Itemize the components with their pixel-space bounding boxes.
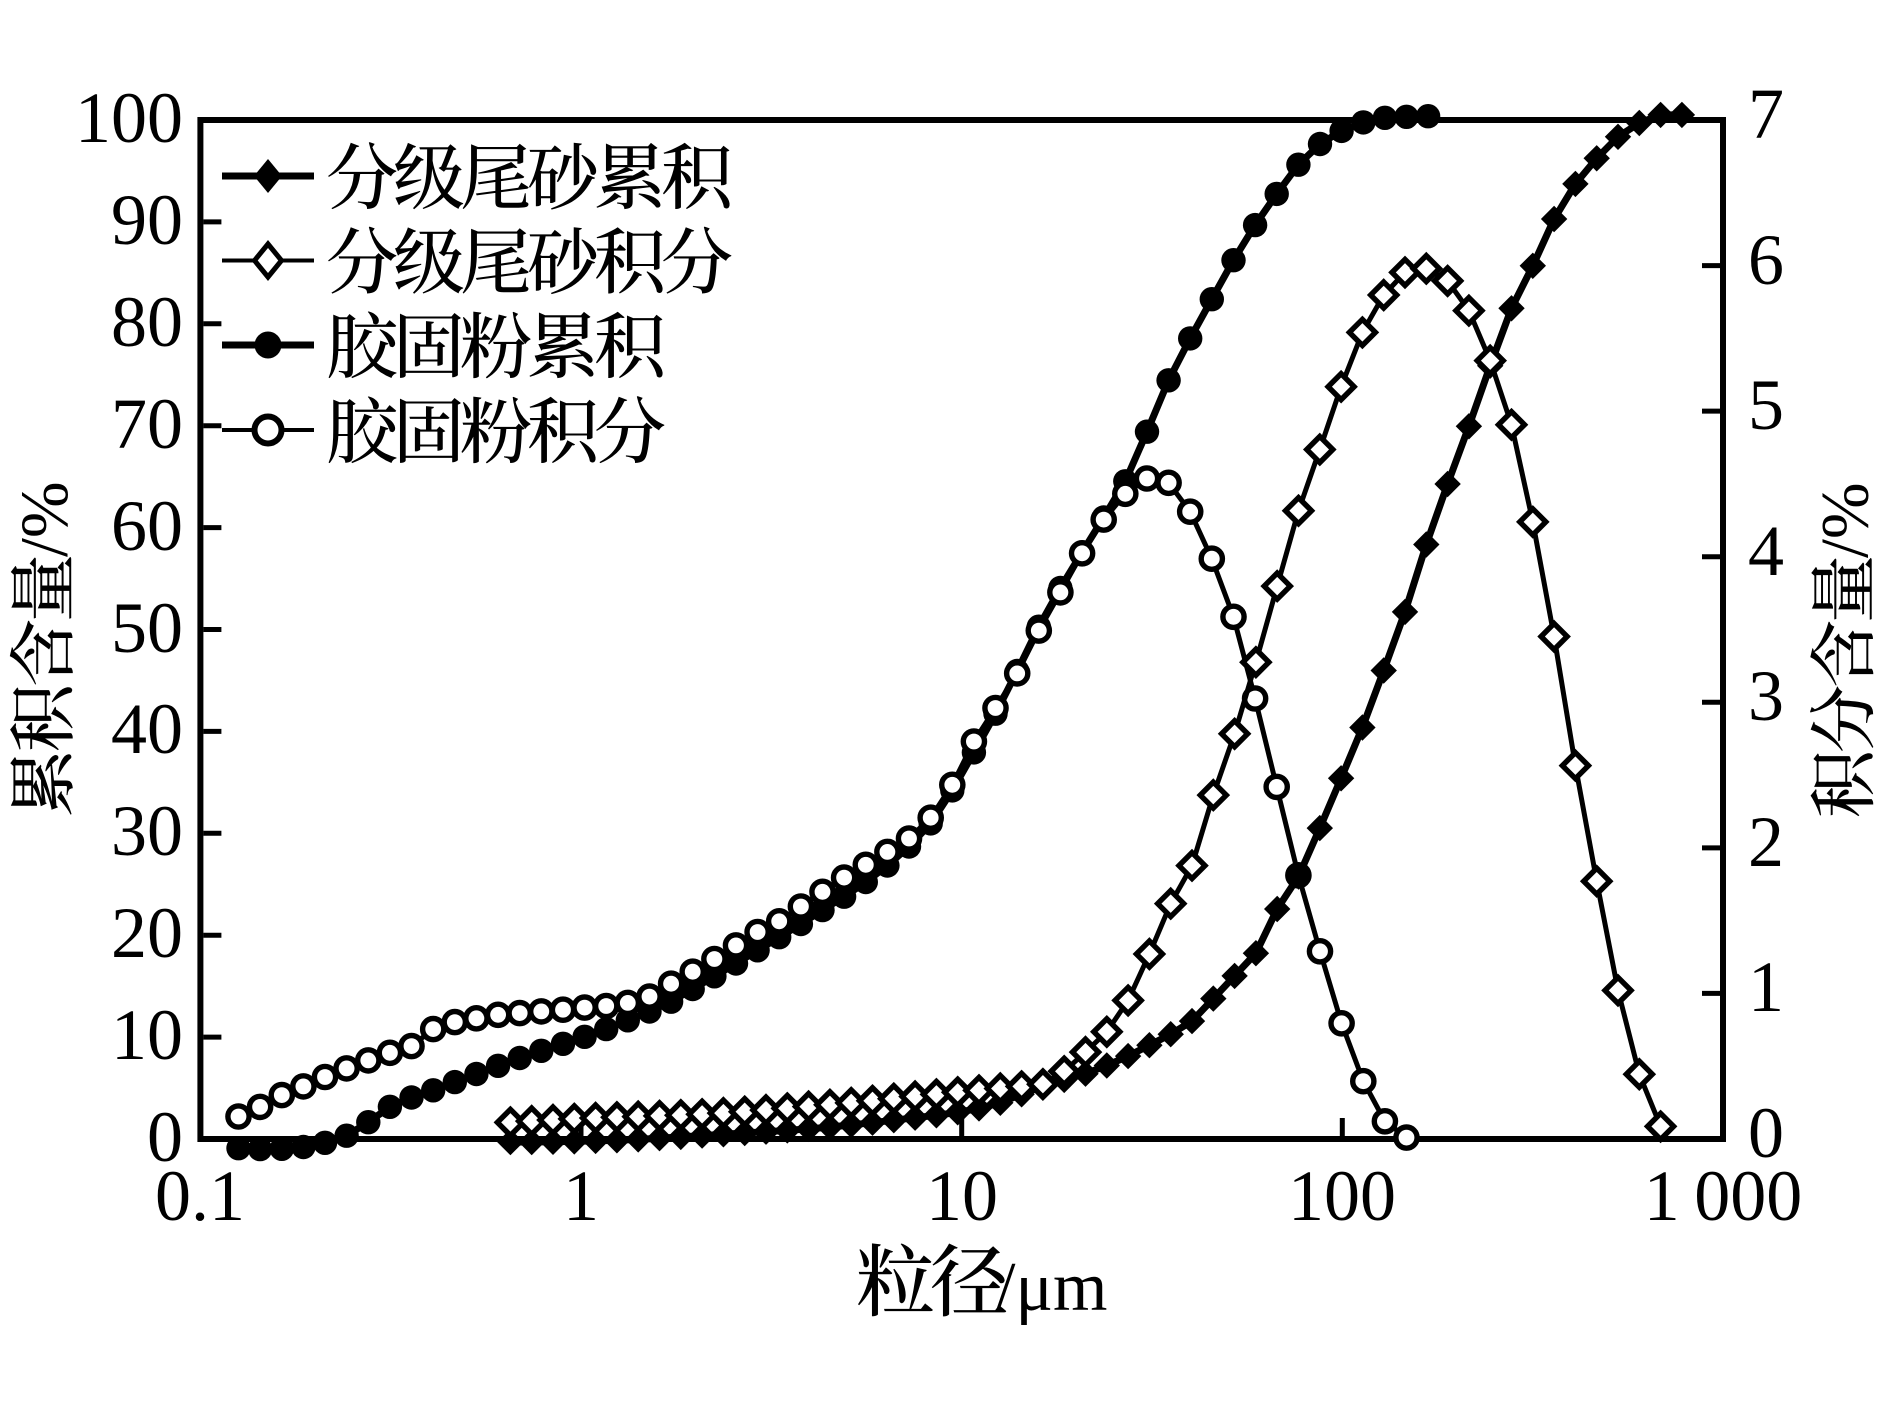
svg-text:2: 2	[1748, 802, 1784, 882]
svg-text:10: 10	[926, 1156, 998, 1236]
svg-text:60: 60	[111, 486, 183, 566]
svg-text:4: 4	[1748, 511, 1784, 591]
svg-text:90: 90	[111, 180, 183, 260]
svg-text:1 000: 1 000	[1644, 1156, 1802, 1236]
svg-text:0.1: 0.1	[155, 1156, 245, 1236]
svg-text:20: 20	[111, 893, 183, 973]
svg-text:40: 40	[111, 689, 183, 769]
svg-text:1: 1	[1748, 947, 1784, 1027]
svg-text:80: 80	[111, 282, 183, 362]
svg-text:0: 0	[147, 1097, 183, 1177]
svg-text:/%: /%	[1807, 482, 1883, 558]
svg-text:/%: /%	[6, 481, 82, 557]
svg-text:100: 100	[75, 78, 183, 158]
svg-text:100: 100	[1288, 1156, 1396, 1236]
svg-text:3: 3	[1748, 656, 1784, 736]
svg-text:1: 1	[563, 1156, 599, 1236]
svg-text:50: 50	[111, 588, 183, 668]
svg-text:70: 70	[111, 384, 183, 464]
svg-text:5: 5	[1748, 365, 1784, 445]
svg-text:6: 6	[1748, 220, 1784, 300]
svg-text:10: 10	[111, 995, 183, 1075]
svg-text:7: 7	[1748, 74, 1784, 154]
svg-text:30: 30	[111, 791, 183, 871]
svg-text:0: 0	[1748, 1093, 1784, 1173]
svg-text:/μm: /μm	[996, 1249, 1107, 1326]
